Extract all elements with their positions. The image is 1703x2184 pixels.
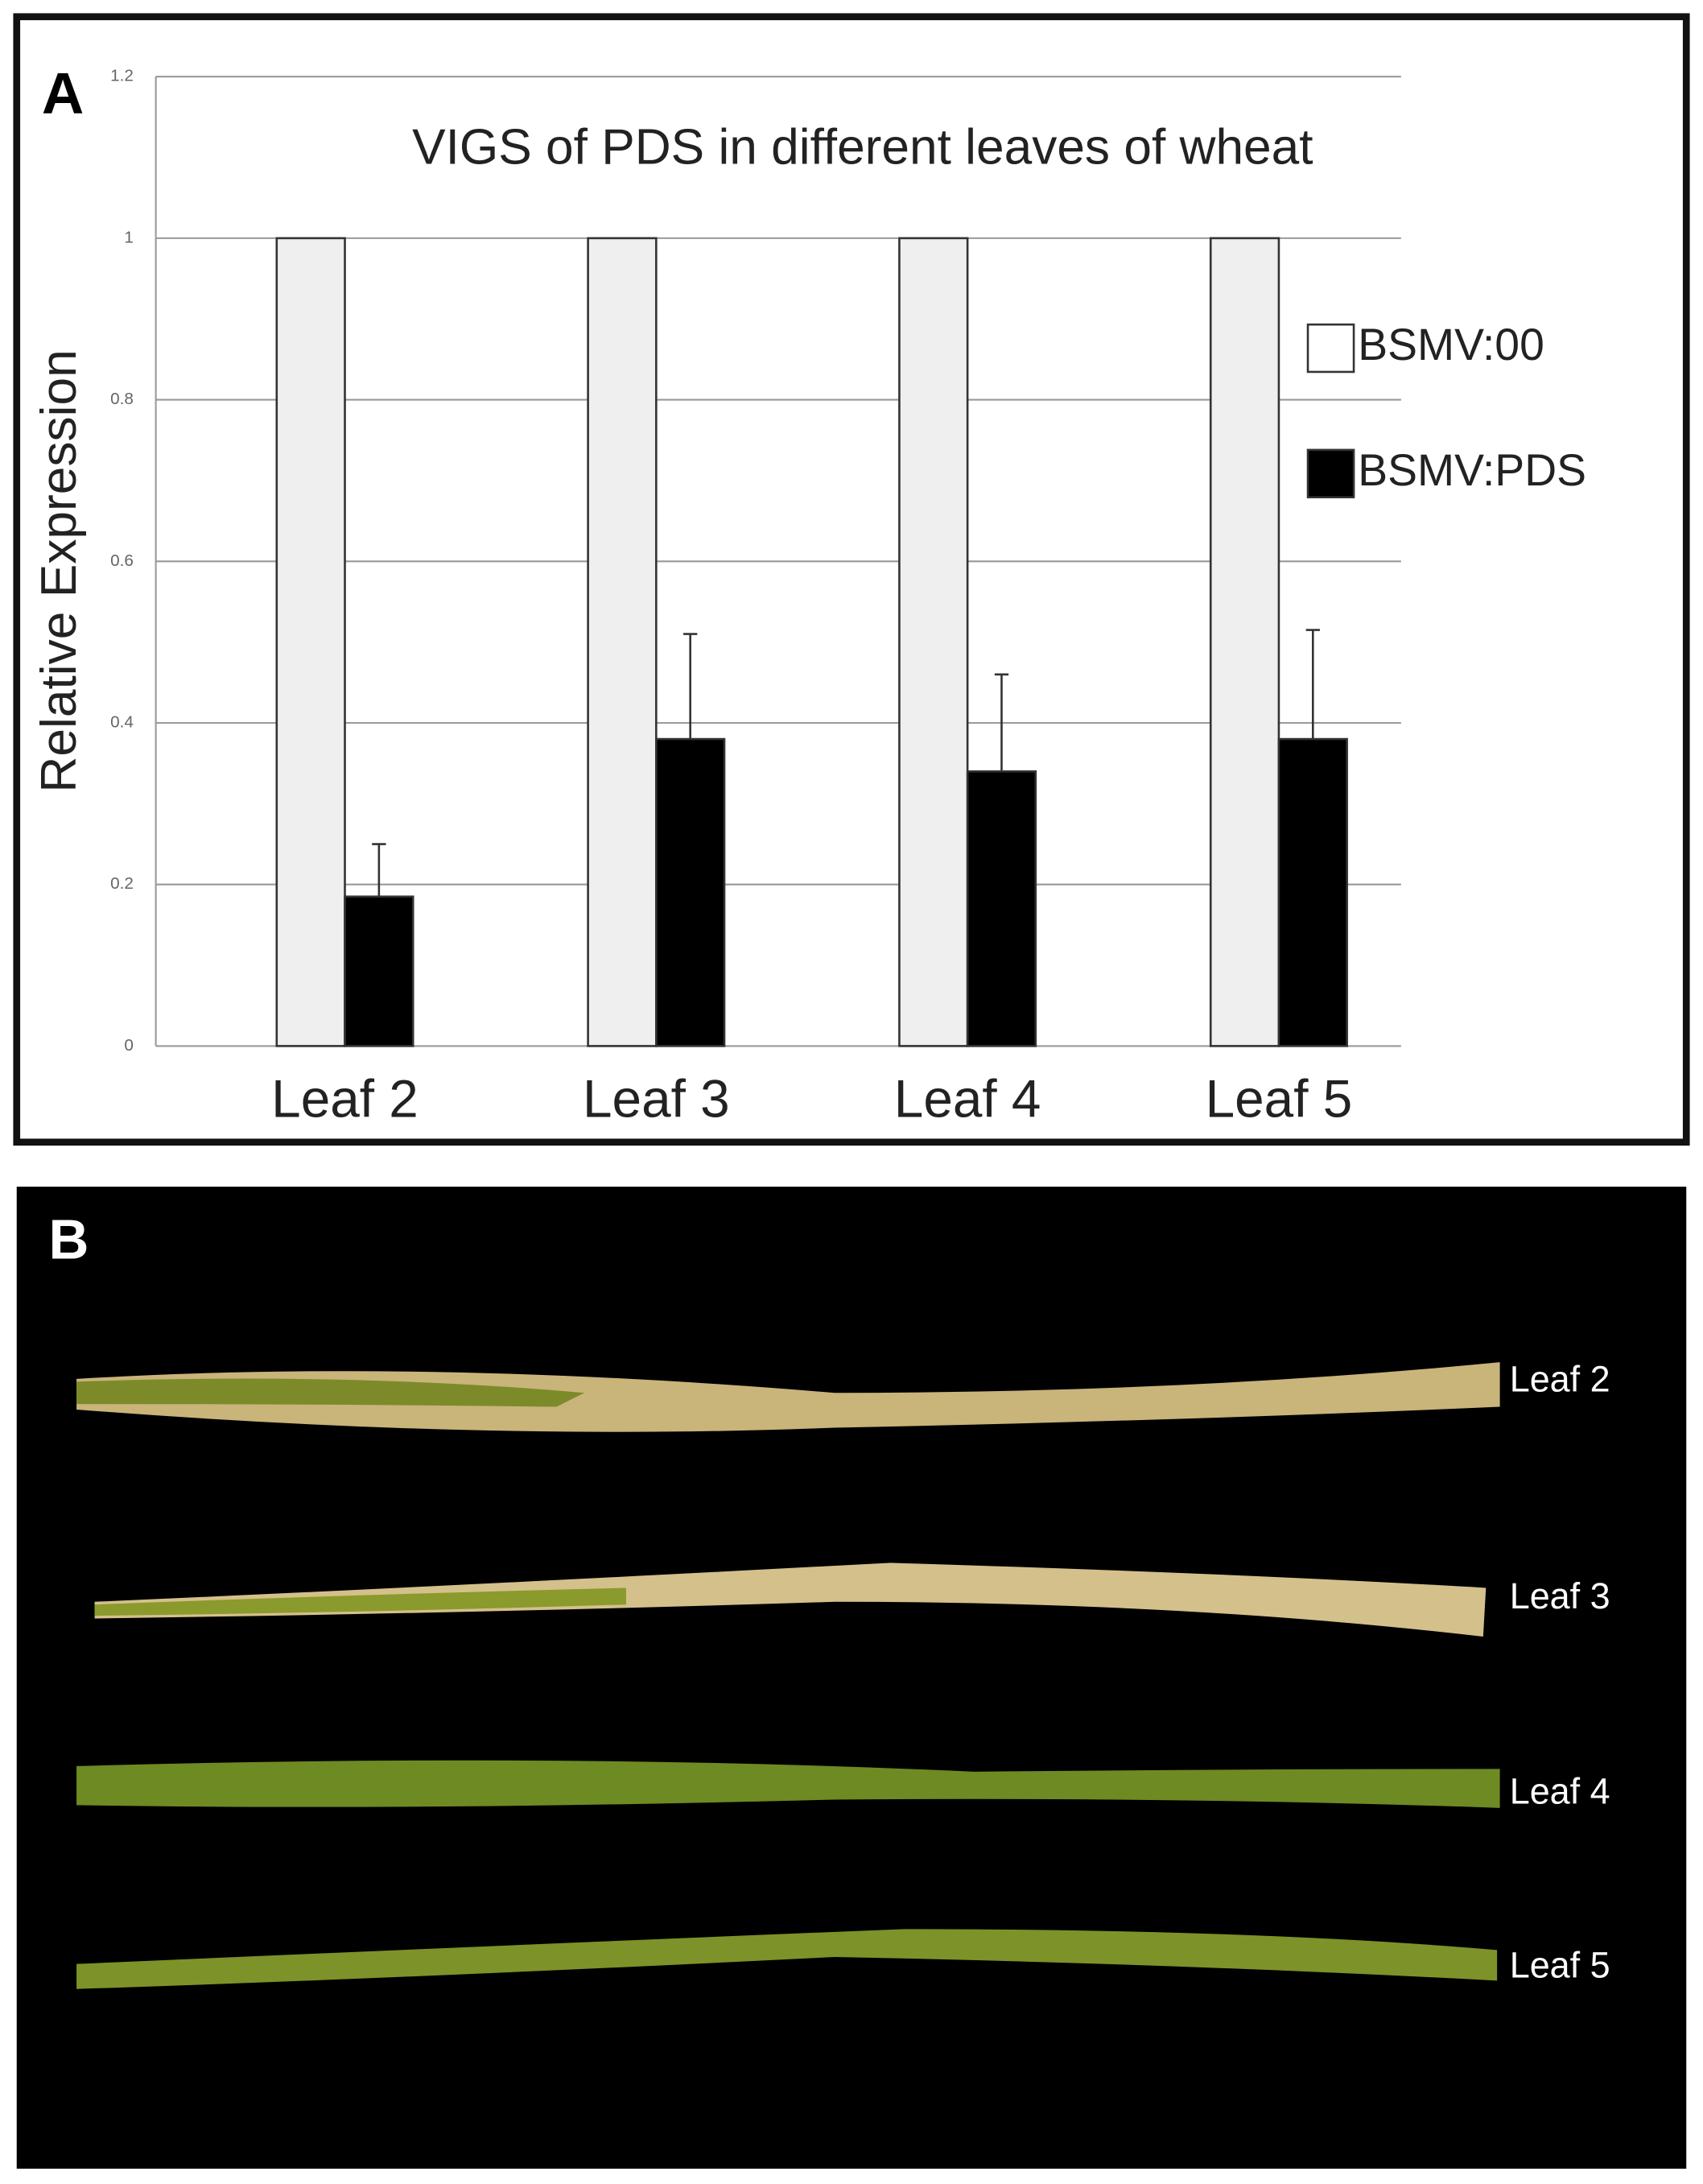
panel-label: B <box>49 1208 89 1270</box>
photo-label: Leaf 4 <box>1510 1770 1610 1811</box>
bar <box>966 770 1037 1047</box>
bar <box>898 237 969 1047</box>
panel-a-frame <box>13 13 1690 1146</box>
bar <box>344 895 414 1047</box>
x-tick-label: Leaf 5 <box>1206 1070 1353 1129</box>
bar <box>655 737 726 1047</box>
photo-label: Leaf 5 <box>1510 1945 1610 1986</box>
legend-label: BSMV:PDS <box>1358 445 1586 495</box>
bar <box>587 237 658 1047</box>
leaf-green <box>76 1378 585 1407</box>
panel-b-photo <box>16 1187 1687 2169</box>
y-tick-label: 0 <box>124 1036 134 1055</box>
y-tick-label: 0.4 <box>110 712 134 731</box>
legend-swatch <box>1306 323 1355 374</box>
y-tick-label: 0.2 <box>110 874 134 893</box>
y-axis-label: Relative Expression <box>31 349 87 792</box>
y-tick-label: 1 <box>124 228 134 246</box>
x-tick-label: Leaf 2 <box>271 1070 419 1129</box>
y-tick-label: 0.6 <box>110 551 134 570</box>
photo-label: Leaf 2 <box>1510 1358 1610 1399</box>
panel-label: A <box>42 60 84 126</box>
chart-title: VIGS of PDS in different leaves of wheat <box>412 119 1313 175</box>
y-tick-label: 1.2 <box>110 67 134 85</box>
photo-label: Leaf 3 <box>1510 1575 1610 1616</box>
bar <box>1209 237 1280 1047</box>
x-tick-label: Leaf 3 <box>583 1070 730 1129</box>
legend-label: BSMV:00 <box>1358 320 1544 370</box>
bar <box>1277 737 1348 1047</box>
leaves <box>76 1362 1500 1989</box>
bar <box>275 237 346 1047</box>
leaf <box>76 1929 1498 1989</box>
leaf-green <box>94 1587 626 1616</box>
legend-swatch <box>1306 448 1355 498</box>
leaf <box>76 1760 1500 1808</box>
y-tick-label: 0.8 <box>110 390 134 408</box>
x-tick-label: Leaf 4 <box>894 1070 1041 1129</box>
leaf <box>94 1563 1487 1637</box>
leaf <box>76 1362 1500 1432</box>
plot: 0 0.2 0.4 0.6 0.8 1 1.2 Leaf 2 Leaf 3 Leaf 4 Leaf … <box>110 67 1586 1129</box>
